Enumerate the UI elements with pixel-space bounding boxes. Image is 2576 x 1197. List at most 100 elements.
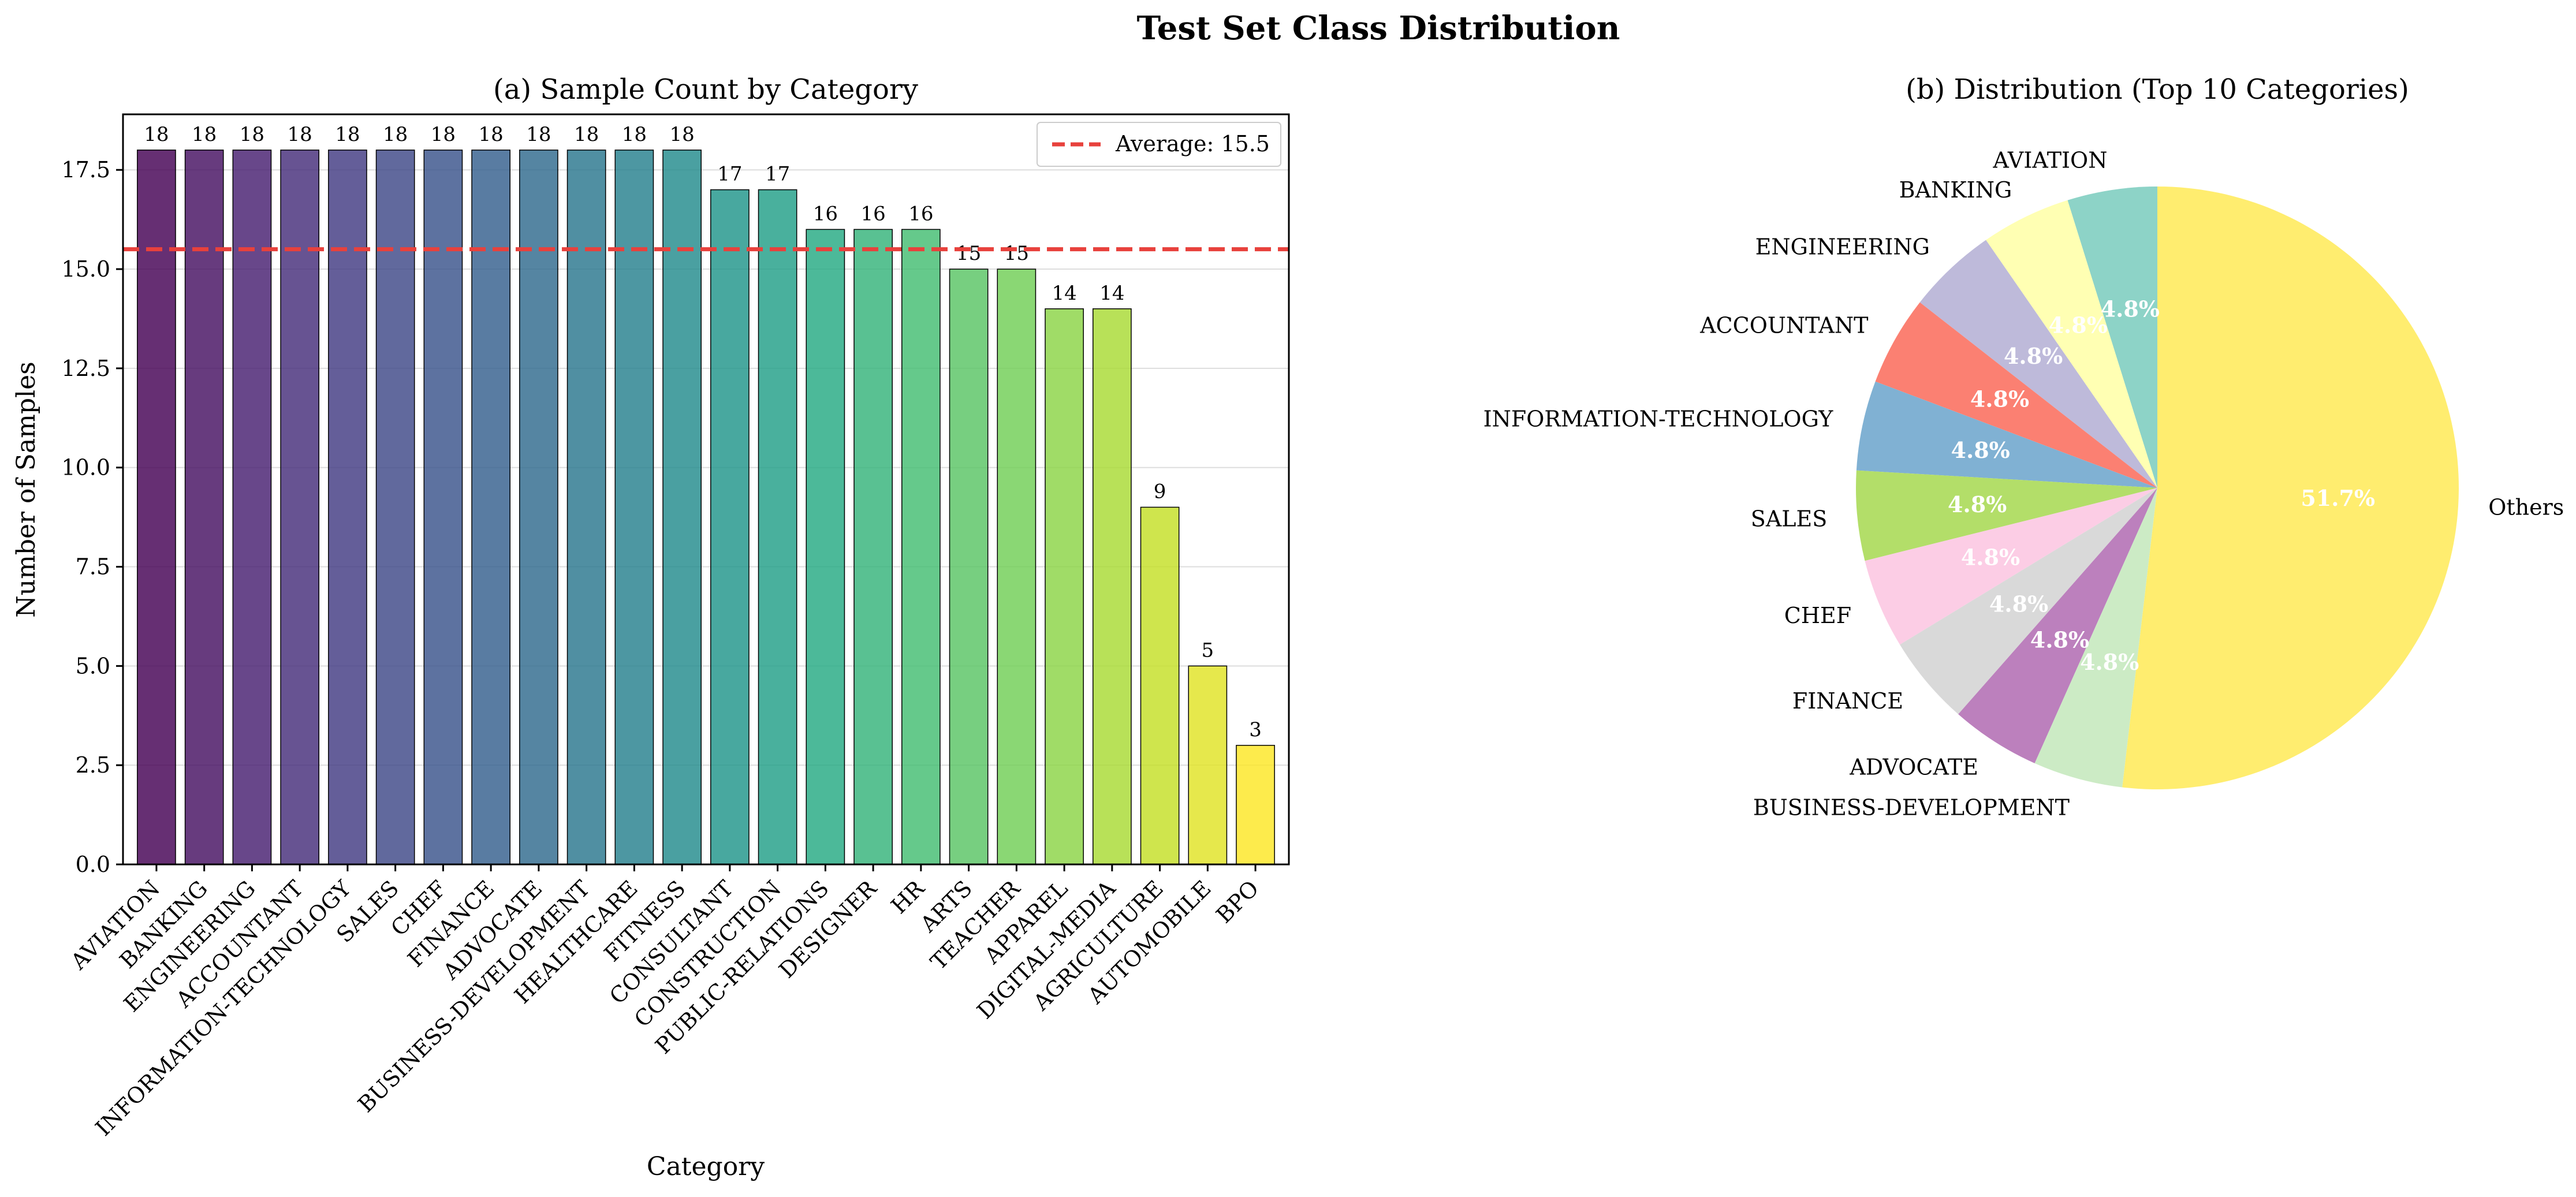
- bar-chart: (a) Sample Count by Category 0.0 2.5 5.0 7.…: [12, 73, 1290, 1181]
- pct-label-engineering: 4.8%: [2004, 343, 2063, 369]
- y-tick-label: 7.5: [76, 554, 110, 580]
- legend-box: [1037, 122, 1281, 167]
- bar-automobile: [1188, 665, 1228, 865]
- data-label-engineering: 18: [240, 123, 264, 146]
- bar-engineering: [232, 150, 272, 865]
- pct-label-finance: 4.8%: [1989, 591, 2048, 617]
- bar-construction: [758, 189, 797, 865]
- pie-slices: [1855, 187, 2459, 789]
- pie-label-chef: CHEF: [1784, 603, 1851, 628]
- pie-label-engineering: ENGINEERING: [1755, 234, 1930, 259]
- bar-public-relations: [806, 229, 845, 865]
- pie-label-aviation: AVIATION: [1992, 147, 2107, 173]
- y-tick-label: 5.0: [76, 653, 110, 678]
- x-axis-label: Category: [647, 1152, 765, 1181]
- y-axis: 0.0 2.5 5.0 7.5 10.0 12.5 15.0 17.5: [61, 157, 123, 877]
- bar-finance: [471, 150, 510, 865]
- pie-slice-aviation: [2067, 187, 2157, 488]
- bar-accountant: [280, 150, 320, 865]
- pie-slice-finance: [1900, 488, 2157, 714]
- pie-label-information-technology: INFORMATION-TECHNOLOGY: [1483, 407, 1834, 432]
- pie-label-finance: FINANCE: [1792, 688, 1903, 714]
- data-label-advocate: 18: [526, 123, 551, 146]
- bar-digital-media: [1092, 308, 1132, 865]
- pie-label-sales: SALES: [1751, 506, 1827, 531]
- bar-sales: [375, 150, 415, 865]
- data-label-digital-media: 14: [1099, 282, 1124, 305]
- pie-slice-banking: [1986, 200, 2157, 488]
- pct-label-banking: 4.8%: [2049, 312, 2108, 338]
- data-label-business-development: 18: [574, 123, 599, 146]
- pie-category-labels: AVIATION BANKING ENGINEERING ACCOUNTANT INFO…: [1483, 147, 2564, 820]
- data-label-information-technology: 18: [335, 123, 360, 146]
- data-label-banking: 18: [192, 123, 217, 146]
- data-label-finance: 18: [479, 123, 504, 146]
- pct-label-information-technology: 4.8%: [1951, 437, 2010, 463]
- bar-consultant: [710, 189, 750, 865]
- pie-slice-information-technology: [1856, 381, 2157, 488]
- bar-teacher: [997, 269, 1037, 865]
- data-label-hr: 16: [908, 202, 933, 225]
- pie-label-others: Others: [2488, 494, 2564, 520]
- pct-label-others: 51.7%: [2301, 485, 2375, 511]
- pct-label-accountant: 4.8%: [1970, 386, 2029, 412]
- y-axis-label: Number of Samples: [12, 361, 41, 618]
- pie-chart-title: (b) Distribution (Top 10 Categories): [1906, 73, 2409, 106]
- bar-healthcare: [614, 150, 654, 865]
- data-label-chef: 18: [431, 123, 456, 146]
- data-label-accountant: 18: [288, 123, 312, 146]
- bar-bpo: [1236, 745, 1275, 865]
- data-label-aviation: 18: [144, 123, 169, 146]
- pie-slice-accountant: [1875, 302, 2157, 488]
- pie-slice-advocate: [1958, 488, 2157, 763]
- bar-chart-title: (a) Sample Count by Category: [493, 73, 918, 106]
- pie-slice-sales: [1855, 470, 2157, 561]
- bar-hr: [901, 229, 941, 865]
- data-label-apparel: 14: [1052, 282, 1076, 305]
- bar-information-technology: [328, 150, 367, 865]
- pie-label-accountant: ACCOUNTANT: [1699, 313, 1868, 338]
- pie-slice-engineering: [1919, 240, 2157, 488]
- bar-business-development: [566, 150, 606, 865]
- x-axis: AVIATIONBANKINGENGINEERINGACCOUNTANTINFO…: [65, 864, 1263, 1141]
- bar-agriculture: [1140, 506, 1180, 865]
- bar-chef: [423, 150, 463, 865]
- figure-suptitle: Test Set Class Distribution: [1137, 9, 1620, 47]
- pie-slice-business-development: [2034, 488, 2157, 788]
- bar-arts: [949, 269, 989, 865]
- y-tick-label: 10.0: [61, 455, 110, 480]
- bar-aviation: [137, 150, 176, 865]
- bar-designer: [853, 229, 893, 865]
- y-tick-label: 12.5: [61, 356, 110, 381]
- pie-label-advocate: ADVOCATE: [1849, 754, 1978, 780]
- pie-percent-labels: 4.8%4.8%4.8%4.8%4.8%4.8%4.8%4.8%4.8%4.8%…: [1948, 296, 2375, 675]
- pct-label-sales: 4.8%: [1948, 491, 2007, 517]
- bar-apparel: [1045, 308, 1084, 865]
- data-label-construction: 17: [765, 163, 790, 186]
- data-label-consultant: 17: [717, 163, 742, 186]
- pie-chart: (b) Distribution (Top 10 Categories) 4.8…: [1483, 73, 2564, 821]
- data-label-healthcare: 18: [622, 123, 647, 146]
- pct-label-chef: 4.8%: [1961, 545, 2020, 570]
- data-label-public-relations: 16: [813, 202, 838, 225]
- pie-slice-others: [2122, 187, 2459, 789]
- pie-slice-chef: [1865, 488, 2157, 645]
- bar-fitness: [662, 150, 702, 865]
- pie-label-business-development: BUSINESS-DEVELOPMENT: [1753, 795, 2070, 821]
- bar-advocate: [519, 150, 558, 865]
- bar-chart-frame: [122, 113, 1290, 866]
- data-label-fitness: 18: [669, 123, 694, 146]
- legend-average-label: Average: 15.5: [1115, 131, 1270, 156]
- pct-label-aviation: 4.8%: [2101, 296, 2160, 322]
- pct-label-business-development: 4.8%: [2080, 649, 2139, 675]
- y-tick-label: 2.5: [76, 752, 110, 778]
- pie-label-banking: BANKING: [1899, 177, 2012, 203]
- data-label-arts: 15: [956, 242, 981, 265]
- y-tick-label: 17.5: [61, 157, 110, 182]
- data-label-designer: 16: [860, 202, 885, 225]
- x-tick-label-bpo: BPO: [1211, 875, 1263, 928]
- bar-banking: [184, 150, 224, 865]
- bar-data-labels: 18 18 18 18 18 18 18 18 18 18 18 18 17 17 16 16 16 15 15 14…: [144, 123, 1262, 741]
- y-tick-label: 0.0: [76, 852, 110, 877]
